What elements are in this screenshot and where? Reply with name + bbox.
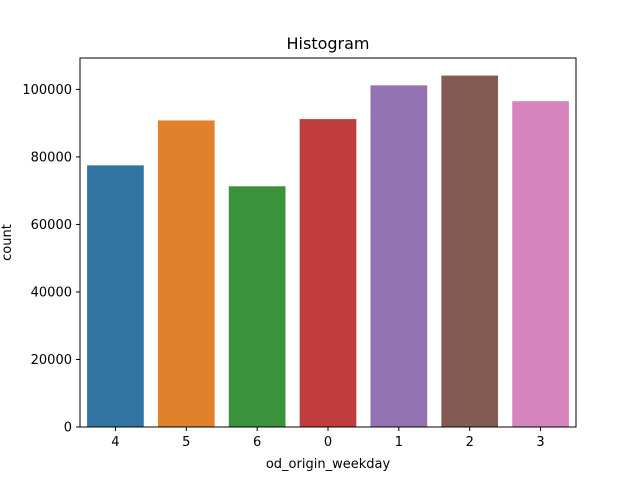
- y-tick-label: 20000: [31, 353, 72, 368]
- y-tick-label: 80000: [31, 150, 72, 165]
- plot-frame: [79, 57, 577, 428]
- bar-6: [228, 186, 286, 427]
- bar-2: [441, 75, 499, 427]
- x-axis-label: od_origin_weekday: [266, 457, 391, 472]
- x-tick-label: 0: [324, 435, 332, 450]
- x-tick-label: 4: [111, 435, 119, 450]
- bar-0: [299, 119, 357, 427]
- y-axis-label: count: [0, 224, 15, 261]
- bar-4: [87, 165, 144, 427]
- bar-1: [370, 85, 428, 428]
- bar-5: [157, 120, 215, 427]
- y-tick-label: 100000: [22, 83, 72, 98]
- x-tick-label: 2: [466, 435, 474, 450]
- bar-3: [512, 101, 569, 428]
- x-tick-label: 3: [536, 435, 544, 450]
- bars-layer: [87, 75, 569, 428]
- y-tick-label: 40000: [31, 285, 72, 300]
- y-tick-label: 0: [64, 421, 72, 436]
- y-axis: 0 20000 40000 60000 80000 100000: [22, 83, 80, 436]
- x-tick-label: 5: [182, 435, 190, 450]
- chart-title: Histogram: [287, 34, 370, 53]
- x-axis: 4 5 6 0 1 2 3: [111, 427, 545, 450]
- y-tick-label: 60000: [31, 218, 72, 233]
- x-tick-label: 6: [253, 435, 261, 450]
- x-tick-label: 1: [395, 435, 403, 450]
